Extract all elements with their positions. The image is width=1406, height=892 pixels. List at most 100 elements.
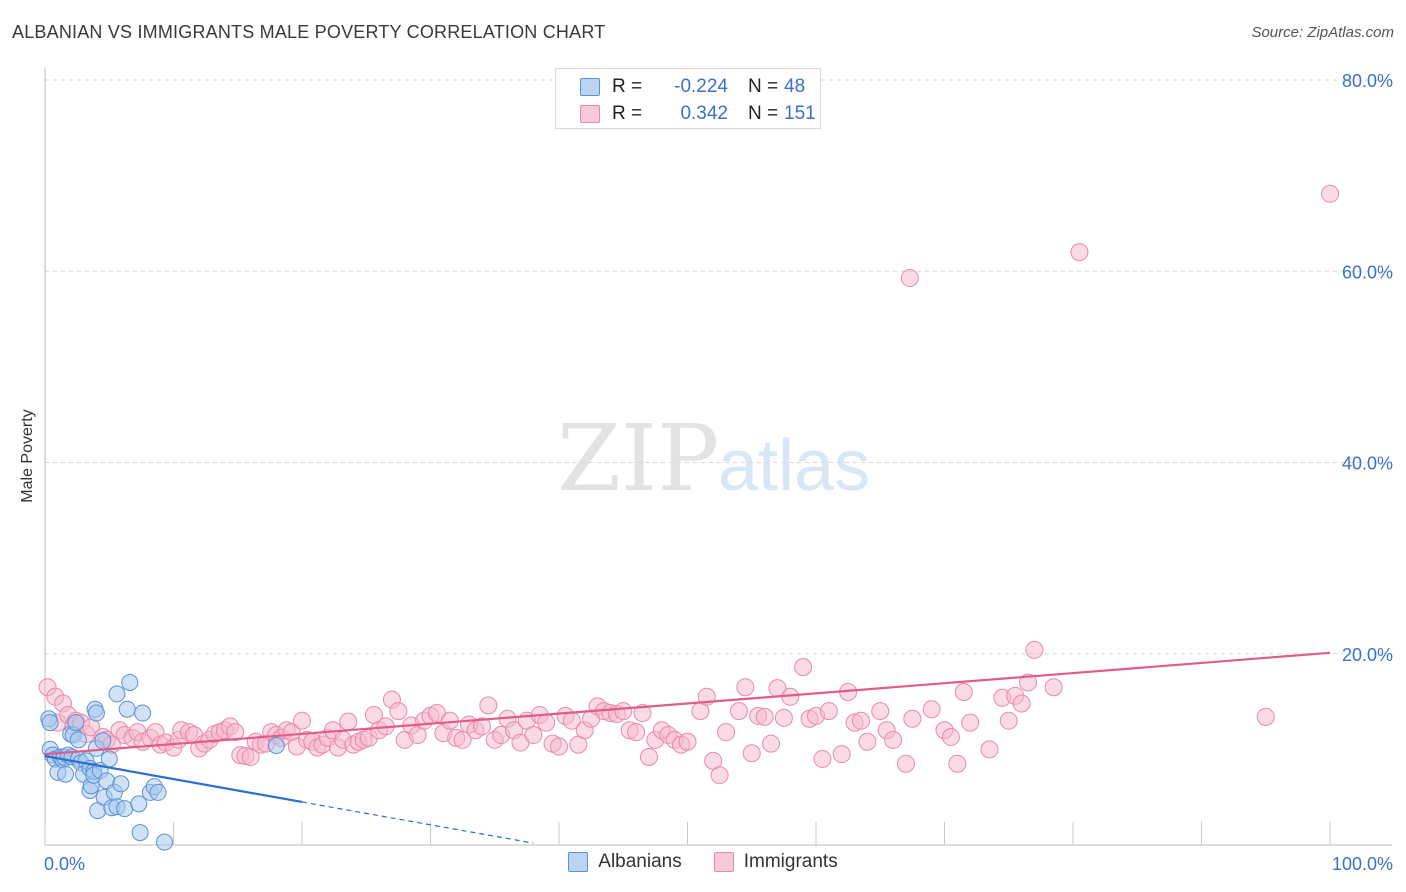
- immigrants-point: [851, 711, 870, 730]
- immigrants-point: [1012, 694, 1031, 713]
- immigrants-point: [896, 754, 915, 773]
- y-tick-label: 80.0%: [1342, 71, 1393, 91]
- immigrants-swatch: [580, 105, 600, 123]
- albanians-point: [130, 795, 148, 813]
- immigrants-point: [1070, 243, 1089, 262]
- grid-lines: [45, 79, 1392, 655]
- immigrants-point: [710, 766, 729, 785]
- albanians-legend-swatch: [568, 852, 589, 872]
- immigrants-legend-swatch: [713, 852, 734, 872]
- albanians-point: [131, 824, 149, 842]
- legend-row-immigrants: R = 0.342 N = 151: [580, 103, 816, 125]
- legend-n-value: 48: [784, 76, 806, 97]
- immigrants-point: [954, 683, 973, 701]
- immigrants-point: [627, 723, 646, 742]
- trend-lines: [44, 651, 1331, 844]
- legend-n-value: 151: [784, 103, 816, 124]
- immigrants-point: [717, 723, 736, 742]
- immigrants-point: [1025, 640, 1044, 659]
- albanians-point: [87, 704, 105, 722]
- immigrants-point: [736, 678, 755, 697]
- immigrants-point: [813, 749, 832, 768]
- legend-item-albanians[interactable]: Albanians: [568, 851, 682, 873]
- immigrants-point: [742, 744, 761, 763]
- albanians-point: [121, 673, 139, 691]
- immigrants-point: [472, 717, 491, 736]
- albanians-trend-extension: [301, 801, 534, 844]
- albanians-point: [149, 783, 167, 801]
- immigrants-point: [884, 730, 903, 749]
- y-tick-label: 40.0%: [1342, 454, 1393, 474]
- albanians-point: [69, 731, 87, 749]
- albanians-point: [41, 714, 59, 732]
- immigrants-point: [858, 732, 877, 751]
- albanians-point: [112, 775, 130, 793]
- immigrants-point: [999, 711, 1018, 730]
- immigrants-point: [819, 702, 838, 721]
- immigrants-point: [762, 734, 781, 753]
- immigrants-point: [639, 748, 658, 767]
- immigrants-point: [794, 658, 813, 677]
- watermark-atlas: atlas: [718, 426, 870, 506]
- albanians-swatch: [580, 78, 600, 96]
- albanians-point: [94, 732, 112, 750]
- legend-row-albanians: R = -0.224 N = 48: [580, 76, 805, 98]
- immigrants-point: [614, 702, 633, 721]
- albanians-point: [134, 704, 152, 722]
- tick-labels: 20.0% 40.0% 60.0% 80.0% 0.0% 100.0%: [44, 71, 1393, 874]
- immigrants-point: [980, 740, 999, 759]
- immigrants-point: [389, 702, 408, 721]
- chart-title: ALBANIAN VS IMMIGRANTS MALE POVERTY CORR…: [12, 22, 606, 42]
- immigrants-point: [922, 700, 941, 719]
- immigrants-point: [729, 702, 748, 721]
- legend-n-label: N =: [748, 76, 779, 97]
- legend-r-label: R =: [612, 76, 643, 97]
- immigrants-point: [339, 712, 358, 731]
- immigrants-point: [1321, 184, 1339, 203]
- immigrants-point: [1044, 678, 1063, 697]
- watermark-zip: ZIP: [557, 405, 719, 512]
- immigrants-point: [453, 730, 472, 749]
- albanians-point: [67, 714, 85, 732]
- immigrants-point: [961, 713, 980, 732]
- immigrants-point: [633, 704, 652, 723]
- immigrants-point: [479, 696, 498, 715]
- albanians-point: [108, 685, 126, 703]
- albanians-point: [118, 700, 136, 718]
- immigrants-point: [871, 702, 890, 721]
- immigrants-point: [755, 707, 774, 726]
- albanians-legend-label: Albanians: [598, 851, 682, 872]
- y-tick-label: 20.0%: [1342, 645, 1393, 665]
- series-legend: Albanians Immigrants: [0, 851, 1406, 873]
- albanians-point: [267, 737, 285, 755]
- legend-r-value: 0.342: [680, 103, 728, 124]
- immigrants-point: [678, 732, 697, 751]
- stats-legend: R = -0.224 N = 48 R = 0.342 N = 151: [555, 68, 821, 129]
- y-tick-label: 60.0%: [1342, 262, 1393, 282]
- legend-r-value: -0.224: [674, 76, 728, 97]
- legend-item-immigrants[interactable]: Immigrants: [713, 851, 838, 873]
- albanians-point: [57, 765, 75, 783]
- immigrants-point: [1256, 707, 1275, 726]
- immigrants-point: [900, 268, 919, 287]
- immigrants-point: [832, 745, 851, 764]
- immigrants-point: [550, 737, 568, 756]
- x-tick-label-end: 100.0%: [1332, 854, 1393, 874]
- albanians-point: [100, 750, 118, 768]
- albanians-trend-line: [44, 754, 303, 804]
- immigrants-point: [226, 723, 245, 742]
- immigrants-legend-label: Immigrants: [743, 851, 838, 872]
- immigrants-point: [903, 709, 922, 728]
- immigrants-point: [774, 708, 793, 727]
- immigrants-point: [537, 713, 556, 732]
- immigrants-point: [293, 711, 311, 730]
- legend-n-label: N =: [748, 103, 779, 124]
- source-label: Source: ZipAtlas.com: [1251, 24, 1394, 41]
- immigrants-trend-line: [44, 651, 1331, 756]
- watermark: ZIP atlas: [557, 405, 870, 512]
- immigrants-point: [941, 727, 960, 746]
- x-tick-label-start: 0.0%: [44, 854, 85, 874]
- immigrants-point: [1019, 673, 1038, 692]
- albanians-point: [156, 833, 174, 851]
